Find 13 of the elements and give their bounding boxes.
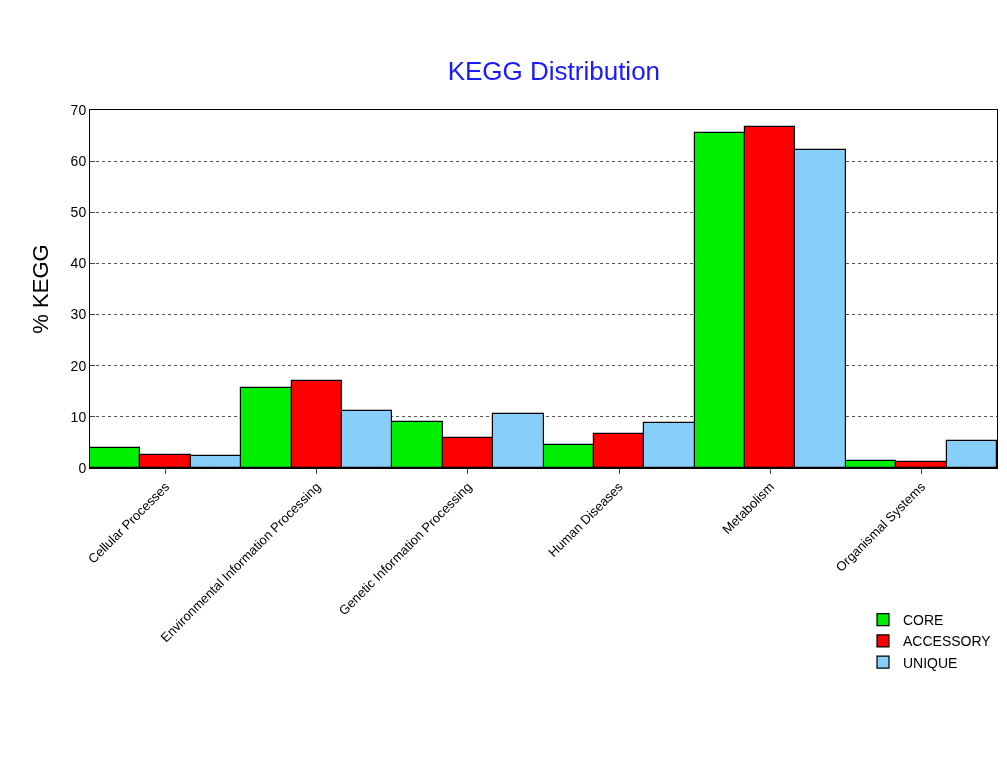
y-tick-label: 50 xyxy=(70,204,87,221)
y-tick-label: 70 xyxy=(70,101,87,118)
y-tick-label: 20 xyxy=(70,357,87,374)
y-tick-label: 40 xyxy=(70,255,87,272)
y-axis-title: % KEGG xyxy=(28,244,54,334)
y-tick-label: 30 xyxy=(70,306,87,323)
chart-title: KEGG Distribution xyxy=(447,55,661,86)
y-tick-label: 10 xyxy=(70,408,87,425)
legend-label: ACCESSORY xyxy=(903,633,992,650)
legend-label: CORE xyxy=(903,612,944,629)
y-tick-label: 60 xyxy=(70,153,87,170)
y-tick-label: 0 xyxy=(78,459,87,476)
legend-label: UNIQUE xyxy=(903,654,958,671)
